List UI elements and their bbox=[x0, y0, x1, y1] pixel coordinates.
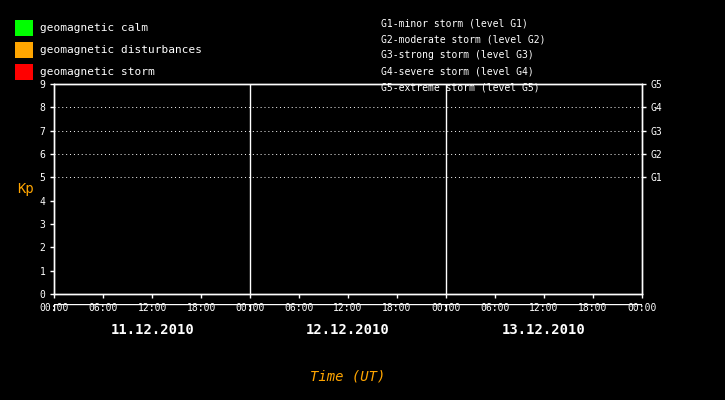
Text: Time (UT): Time (UT) bbox=[310, 369, 386, 383]
Y-axis label: Kp: Kp bbox=[17, 182, 34, 196]
Text: geomagnetic disturbances: geomagnetic disturbances bbox=[40, 45, 202, 55]
Text: 13.12.2010: 13.12.2010 bbox=[502, 323, 586, 337]
Text: G5-extreme storm (level G5): G5-extreme storm (level G5) bbox=[381, 82, 539, 92]
Text: geomagnetic calm: geomagnetic calm bbox=[40, 23, 148, 33]
Text: G4-severe storm (level G4): G4-severe storm (level G4) bbox=[381, 66, 534, 76]
Text: 12.12.2010: 12.12.2010 bbox=[306, 323, 390, 337]
Text: G2-moderate storm (level G2): G2-moderate storm (level G2) bbox=[381, 34, 545, 44]
Text: 11.12.2010: 11.12.2010 bbox=[110, 323, 194, 337]
Text: G3-strong storm (level G3): G3-strong storm (level G3) bbox=[381, 50, 534, 60]
Text: geomagnetic storm: geomagnetic storm bbox=[40, 67, 154, 77]
Text: G1-minor storm (level G1): G1-minor storm (level G1) bbox=[381, 18, 528, 28]
